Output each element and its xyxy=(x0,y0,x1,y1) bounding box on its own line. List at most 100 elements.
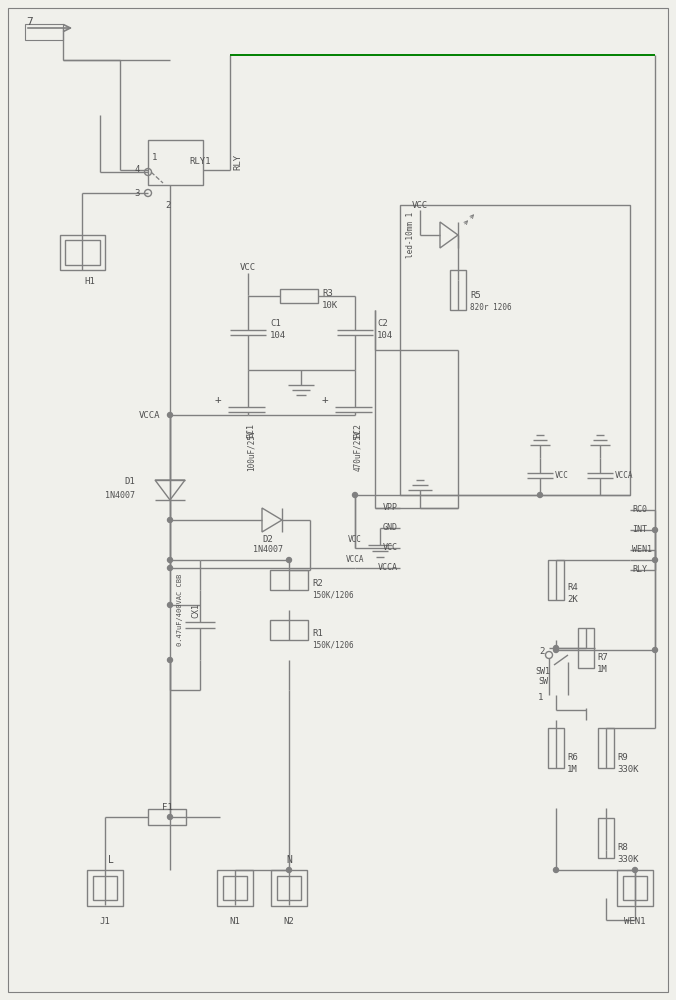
Circle shape xyxy=(554,648,558,652)
Bar xyxy=(270,620,308,640)
Text: 1: 1 xyxy=(537,694,543,702)
Bar xyxy=(271,870,307,906)
Bar xyxy=(400,205,630,495)
Bar xyxy=(598,818,614,858)
Bar xyxy=(148,140,203,185)
Text: VCC: VCC xyxy=(348,536,362,544)
Text: 470uF/25V: 470uF/25V xyxy=(354,429,362,471)
Text: VCCA: VCCA xyxy=(615,471,633,480)
Text: 1M: 1M xyxy=(567,764,578,774)
Text: led-10mm 1: led-10mm 1 xyxy=(406,212,415,258)
Text: R3: R3 xyxy=(322,288,333,298)
Text: RC0: RC0 xyxy=(632,506,647,514)
Bar xyxy=(548,728,564,768)
Text: VPP: VPP xyxy=(383,504,398,512)
Circle shape xyxy=(168,814,172,820)
Text: 3: 3 xyxy=(135,188,140,198)
Bar xyxy=(93,876,117,900)
Text: VCCA: VCCA xyxy=(345,556,364,564)
Text: 10K: 10K xyxy=(322,300,338,310)
Bar xyxy=(617,870,653,906)
Circle shape xyxy=(554,646,558,650)
Text: R8: R8 xyxy=(617,842,628,852)
Bar xyxy=(65,240,100,265)
Text: VCC: VCC xyxy=(240,263,256,272)
Circle shape xyxy=(168,566,172,570)
Text: N1: N1 xyxy=(230,918,241,926)
Text: 104: 104 xyxy=(377,330,393,340)
Text: CX1: CX1 xyxy=(191,602,201,617)
Text: R7: R7 xyxy=(597,652,608,662)
Text: 2K: 2K xyxy=(567,595,578,604)
Text: VCC: VCC xyxy=(555,471,569,480)
Text: SW: SW xyxy=(538,678,548,686)
Bar xyxy=(223,876,247,900)
Circle shape xyxy=(554,867,558,872)
Text: VCC: VCC xyxy=(412,200,428,210)
Circle shape xyxy=(168,558,172,562)
Text: INT: INT xyxy=(632,526,647,534)
Text: C2: C2 xyxy=(377,318,388,328)
Text: 2: 2 xyxy=(166,200,170,210)
Circle shape xyxy=(652,648,658,652)
Text: R4: R4 xyxy=(567,584,578,592)
Text: J1: J1 xyxy=(99,918,110,926)
Text: EC2: EC2 xyxy=(354,422,362,438)
Text: RLY: RLY xyxy=(632,566,647,574)
Text: VCCA: VCCA xyxy=(139,410,160,420)
Bar xyxy=(217,870,253,906)
Text: 100uF/25V: 100uF/25V xyxy=(247,429,256,471)
Text: 820r 1206: 820r 1206 xyxy=(470,304,512,312)
Text: 7: 7 xyxy=(26,17,33,27)
Circle shape xyxy=(287,867,291,872)
Text: WEN1: WEN1 xyxy=(624,918,646,926)
Circle shape xyxy=(168,602,172,607)
Text: D1: D1 xyxy=(124,478,135,487)
Circle shape xyxy=(633,867,637,872)
Bar xyxy=(148,809,186,825)
Text: 150K/1206: 150K/1206 xyxy=(312,641,354,650)
Text: +: + xyxy=(214,395,221,405)
Text: VCC: VCC xyxy=(383,544,398,552)
Circle shape xyxy=(352,492,358,497)
Circle shape xyxy=(168,412,172,418)
Text: RLY: RLY xyxy=(233,154,243,170)
Text: N2: N2 xyxy=(284,918,294,926)
Text: C1: C1 xyxy=(270,318,281,328)
Text: RLY1: RLY1 xyxy=(189,157,211,166)
Text: N: N xyxy=(286,855,292,865)
Circle shape xyxy=(168,518,172,522)
Text: 1N4007: 1N4007 xyxy=(105,491,135,500)
Text: 0.47uF/400VAC CBB: 0.47uF/400VAC CBB xyxy=(177,574,183,646)
Bar xyxy=(25,24,63,40)
Circle shape xyxy=(652,558,658,562)
Text: 1N4007: 1N4007 xyxy=(253,546,283,554)
Text: 2: 2 xyxy=(539,648,545,656)
Text: VCCA: VCCA xyxy=(378,564,398,572)
Circle shape xyxy=(537,492,543,497)
Bar xyxy=(578,628,594,668)
Text: 330K: 330K xyxy=(617,854,639,863)
Text: GND: GND xyxy=(383,524,398,532)
Text: H1: H1 xyxy=(84,277,95,286)
Text: 150K/1206: 150K/1206 xyxy=(312,590,354,599)
Bar xyxy=(277,876,301,900)
Text: WEN1: WEN1 xyxy=(632,546,652,554)
Text: EC1: EC1 xyxy=(247,422,256,438)
Circle shape xyxy=(287,558,291,562)
Text: R5: R5 xyxy=(470,292,481,300)
Text: 1: 1 xyxy=(152,153,158,162)
Text: 104: 104 xyxy=(270,330,286,340)
Text: L: L xyxy=(108,855,114,865)
Text: 330K: 330K xyxy=(617,764,639,774)
Bar xyxy=(60,235,105,270)
Text: D2: D2 xyxy=(262,536,273,544)
Circle shape xyxy=(168,658,172,662)
Bar xyxy=(280,289,318,303)
Text: R2: R2 xyxy=(312,578,322,587)
Bar xyxy=(623,876,647,900)
Text: R9: R9 xyxy=(617,752,628,762)
Bar xyxy=(270,570,308,590)
Text: 4: 4 xyxy=(135,165,140,174)
Text: F1: F1 xyxy=(162,804,172,812)
